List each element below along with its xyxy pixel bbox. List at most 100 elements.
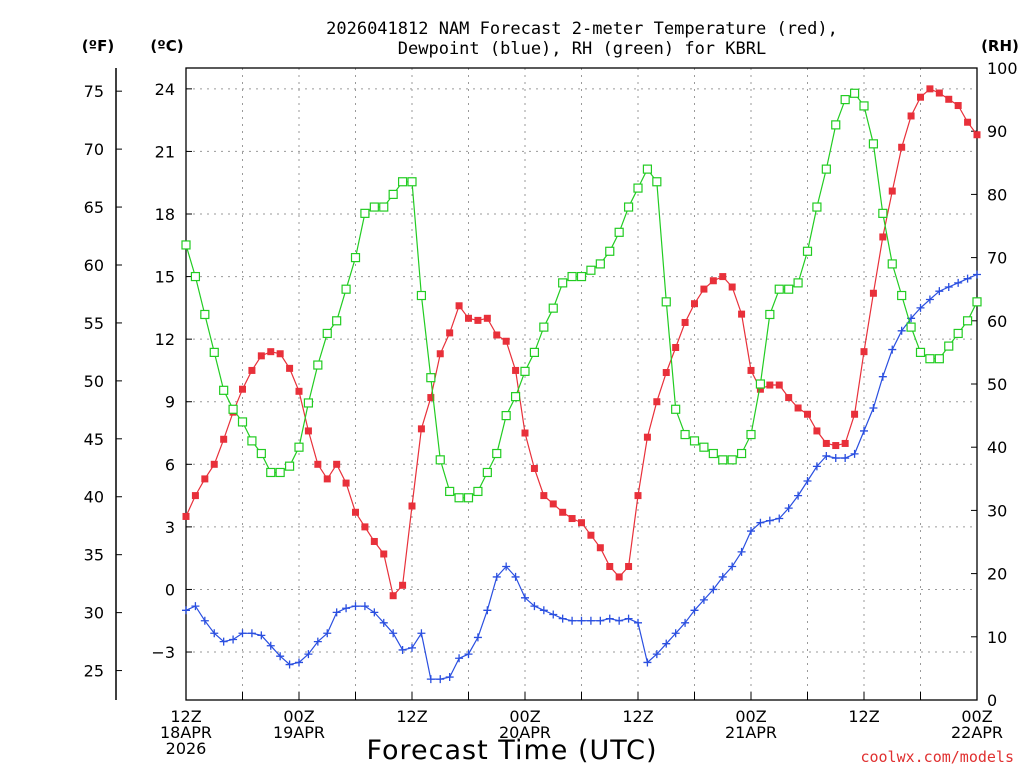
rh-point	[332, 316, 342, 326]
rh-point	[718, 455, 728, 465]
temperature-point	[352, 508, 359, 516]
dewpoint-point	[775, 514, 784, 523]
temperature-point	[653, 398, 661, 406]
temperature-point	[804, 410, 811, 418]
temperature-point	[973, 131, 981, 139]
temperature-point	[568, 515, 576, 523]
celsius-tick-label: 3	[165, 518, 175, 537]
fahrenheit-unit-label: (ºF)	[82, 37, 114, 55]
celsius-tick-label: −3	[151, 643, 175, 662]
rh-point	[699, 442, 709, 452]
rh-point	[529, 347, 540, 357]
rh-tick-label: 0	[987, 691, 997, 710]
temperature-point	[408, 502, 416, 510]
rh-point	[736, 448, 747, 459]
temperature-point	[775, 381, 783, 389]
rh-tick-label: 70	[987, 249, 1007, 268]
dewpoint-point	[737, 547, 746, 556]
dewpoint-point	[596, 616, 605, 625]
temperature-point	[304, 427, 312, 435]
rh-tick-label: 10	[987, 628, 1007, 647]
temperature-point	[643, 433, 651, 441]
rh-point	[680, 429, 690, 440]
x-tick-label: 21APR	[725, 723, 777, 742]
dewpoint-point	[671, 629, 680, 638]
rh-unit-label: (RH)	[981, 37, 1019, 55]
dewpoint-point	[652, 650, 661, 659]
rh-point	[200, 309, 210, 320]
rh-point	[520, 366, 530, 376]
temperature-point	[738, 310, 746, 318]
rh-point	[426, 373, 436, 383]
rh-point	[219, 385, 229, 395]
rh-tick-label: 100	[987, 59, 1018, 78]
rh-point	[802, 246, 813, 256]
rh-point	[661, 297, 671, 307]
rh-point	[454, 493, 464, 503]
dewpoint-point	[351, 602, 360, 611]
temperature-point	[766, 381, 774, 389]
rh-tick-label: 30	[987, 501, 1007, 520]
temperature-point	[493, 331, 501, 339]
rh-point	[558, 278, 568, 288]
dewpoint-point	[822, 451, 831, 460]
dewpoint-point	[699, 595, 708, 604]
temperature-point	[314, 460, 322, 468]
dewpoint-point	[436, 675, 445, 684]
dewpoint-point	[784, 504, 793, 513]
temperature-point	[257, 352, 265, 360]
dewpoint-point	[257, 631, 266, 640]
rh-point	[614, 227, 624, 237]
dewpoint-point	[803, 476, 812, 485]
dewpoint-point	[850, 449, 859, 458]
rh-point	[953, 328, 963, 339]
dewpoint-point	[229, 635, 238, 644]
temperature-point	[417, 425, 425, 433]
fahrenheit-tick-label: 40	[84, 488, 104, 507]
dewpoint-point	[398, 645, 407, 654]
rh-point	[303, 398, 314, 408]
temperature-point	[483, 314, 491, 322]
rh-point	[360, 208, 370, 218]
dewpoint-point	[539, 606, 548, 615]
temperature-point	[323, 475, 331, 483]
rh-point	[379, 202, 389, 212]
dewpoint-point	[304, 650, 313, 659]
dewpoint-point	[295, 658, 303, 667]
fahrenheit-tick-label: 50	[84, 372, 104, 391]
dewpoint-point	[389, 629, 398, 638]
temperature-point	[935, 89, 943, 97]
temperature-point	[530, 464, 538, 472]
dewpoint-point	[718, 572, 727, 581]
temperature-point	[898, 143, 906, 151]
dewpoint-point	[916, 303, 925, 312]
temperature-point	[540, 492, 548, 500]
rh-point	[247, 436, 257, 446]
rh-point	[501, 411, 511, 421]
rh-tick-label: 20	[987, 565, 1007, 584]
temperature-point	[851, 410, 859, 418]
temperature-point	[370, 537, 378, 545]
dewpoint-point	[831, 454, 840, 463]
rh-point	[445, 486, 455, 497]
temperature-point	[615, 573, 623, 581]
x-axis-title: Forecast Time (UTC)	[366, 735, 657, 766]
rh-point	[689, 436, 700, 446]
temperature-point	[549, 500, 557, 508]
rh-point	[887, 259, 897, 269]
dewpoint-point	[841, 454, 850, 463]
celsius-tick-label: 0	[165, 580, 175, 599]
dewpoint-point	[973, 270, 981, 279]
temperature-point	[248, 366, 256, 374]
x-tick-label: 20APR	[499, 723, 551, 742]
dewpoint-point	[794, 491, 803, 500]
dewpoint-point	[888, 345, 897, 354]
dewpoint-point	[521, 593, 529, 602]
fahrenheit-tick-label: 30	[84, 604, 104, 623]
temperature-point	[822, 439, 830, 447]
celsius-unit-label: (ºC)	[150, 37, 183, 55]
dewpoint-point	[586, 616, 595, 625]
rh-point	[652, 177, 662, 187]
grid-lines	[186, 68, 977, 700]
dewpoint-point	[812, 462, 821, 471]
